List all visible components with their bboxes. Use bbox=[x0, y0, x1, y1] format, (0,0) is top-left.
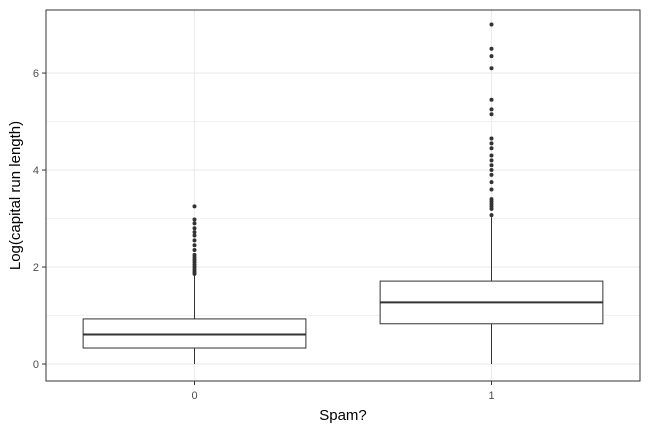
outlier-point bbox=[192, 243, 197, 248]
outlier-point bbox=[489, 168, 494, 173]
outlier-point bbox=[489, 172, 494, 177]
outlier-point bbox=[489, 112, 494, 117]
outlier-point bbox=[192, 248, 197, 253]
box-group-1 bbox=[379, 22, 604, 365]
y-tick-label: 4 bbox=[33, 165, 39, 177]
outlier-point bbox=[192, 204, 197, 209]
outlier-point bbox=[489, 97, 494, 102]
outlier-point bbox=[192, 217, 197, 222]
outlier-point bbox=[489, 213, 494, 218]
outlier-point bbox=[192, 238, 197, 243]
outlier-point bbox=[489, 46, 494, 51]
outlier-point bbox=[489, 146, 494, 151]
outlier-point bbox=[489, 153, 494, 158]
outlier-point bbox=[192, 226, 197, 231]
outlier-point bbox=[192, 252, 197, 257]
outlier-point bbox=[192, 233, 197, 238]
y-tick-label: 6 bbox=[33, 68, 39, 80]
y-tick-label: 2 bbox=[33, 262, 39, 274]
y-axis-title: Log(capital run length) bbox=[7, 121, 24, 270]
outlier-point bbox=[489, 136, 494, 141]
outlier-point bbox=[489, 197, 494, 202]
outlier-point bbox=[489, 187, 494, 192]
axes: 0 2 4 6 0 1 bbox=[33, 68, 495, 402]
x-axis-title: Spam? bbox=[319, 407, 367, 424]
outlier-point bbox=[489, 54, 494, 59]
outlier-point bbox=[489, 158, 494, 163]
x-tick-label: 1 bbox=[488, 390, 494, 402]
outlier-point bbox=[489, 141, 494, 146]
x-tick-label: 0 bbox=[191, 390, 197, 402]
grid-lines bbox=[46, 10, 640, 381]
outlier-point bbox=[192, 230, 197, 235]
outlier-point bbox=[489, 180, 494, 185]
outlier-point bbox=[192, 221, 197, 226]
box-group-0 bbox=[82, 204, 307, 365]
boxplot-marks bbox=[82, 22, 604, 365]
outlier-point bbox=[489, 107, 494, 112]
outlier-point bbox=[489, 66, 494, 71]
y-tick-label: 0 bbox=[33, 359, 39, 371]
outlier-point bbox=[489, 22, 494, 27]
panel-border bbox=[45, 9, 641, 382]
outlier-point bbox=[489, 163, 494, 168]
